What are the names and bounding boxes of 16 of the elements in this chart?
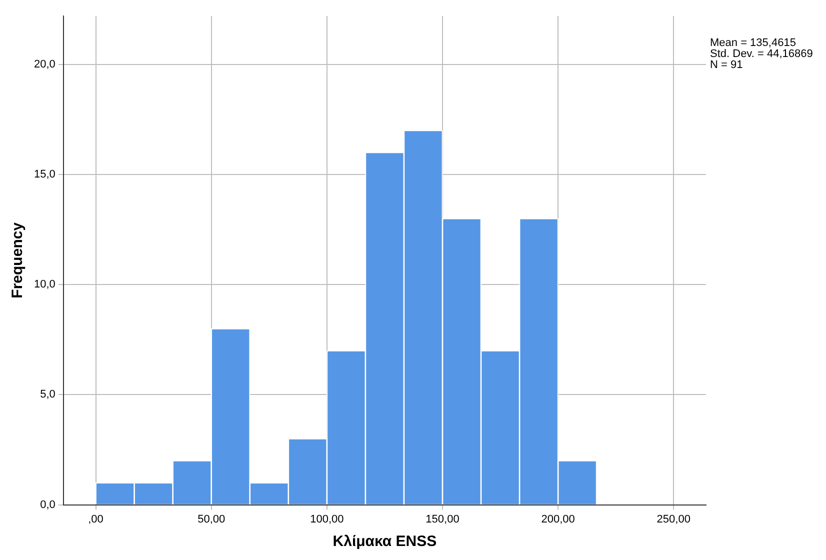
text: N = 91	[710, 59, 744, 71]
y-axis-title: Frequency	[9, 222, 26, 298]
text: Mean = 135,4615	[710, 37, 797, 49]
y-tick-label: 5,0	[40, 388, 56, 401]
x-tick-label: 150,00	[426, 513, 460, 526]
x-tick-label: 50,00	[198, 513, 226, 526]
text: Std. Dev. = 44,16869	[710, 48, 813, 60]
y-tick-label: 20,0	[34, 58, 56, 70]
y-tick-label: 0,0	[40, 498, 56, 511]
y-tick-label: 15,0	[34, 168, 56, 181]
x-tick-label: 250,00	[656, 513, 690, 526]
y-tick-label: 10,0	[34, 278, 56, 291]
x-tick-label: 200,00	[541, 513, 575, 526]
x-tick-label: 100,00	[310, 513, 344, 526]
x-axis-title: Κλίμακα ENSS	[332, 533, 437, 550]
x-tick-label: ,00	[88, 513, 104, 526]
